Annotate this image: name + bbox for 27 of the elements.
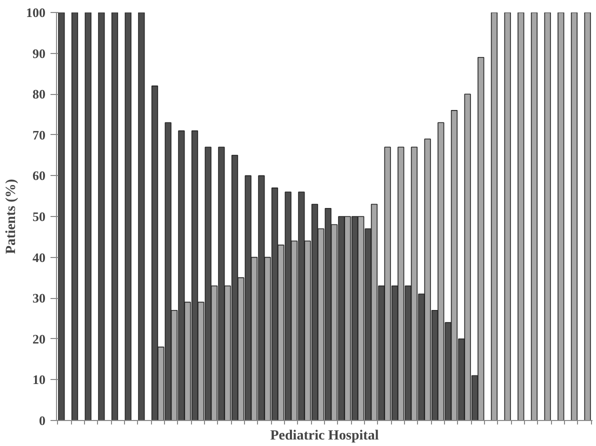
y-axis-title: Patients (%): [4, 178, 19, 254]
bar: [111, 12, 118, 420]
y-tick-label: 80: [32, 86, 46, 102]
y-tick-label: 60: [32, 168, 46, 184]
bar: [518, 12, 524, 420]
bar: [570, 12, 578, 420]
bar: [584, 12, 591, 420]
y-tick-label: 100: [26, 5, 46, 20]
bar: [504, 12, 511, 420]
y-tick-label: 70: [32, 127, 46, 142]
bar: [530, 12, 538, 420]
bar: [98, 12, 105, 420]
y-tick-label: 90: [32, 46, 46, 61]
y-tick-label: 20: [32, 331, 46, 346]
y-tick-label: 0: [39, 413, 46, 428]
bar: [544, 12, 551, 420]
y-tick-label: 40: [32, 250, 46, 265]
x-axis-title: Pediatric Hospital: [270, 428, 379, 444]
bar: [124, 12, 132, 420]
bar: [84, 12, 92, 420]
bar: [490, 12, 498, 420]
y-tick-label: 50: [32, 209, 46, 224]
y-tick-label: 30: [32, 290, 46, 306]
y-tick-label: 10: [32, 372, 46, 388]
bar: [138, 12, 145, 420]
bar: [558, 12, 564, 420]
bar: [71, 12, 78, 420]
